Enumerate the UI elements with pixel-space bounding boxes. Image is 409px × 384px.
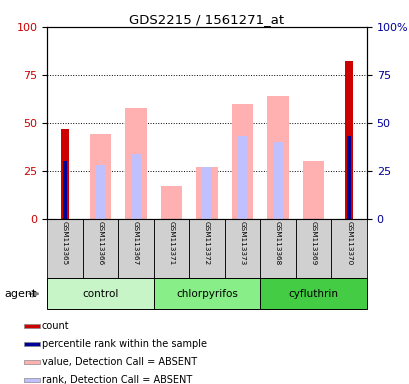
Bar — [231, 104, 253, 219]
Bar — [202, 167, 211, 219]
Text: GSM113373: GSM113373 — [239, 221, 245, 265]
Bar — [83, 219, 118, 278]
Text: GSM113368: GSM113368 — [274, 221, 281, 265]
Bar — [47, 219, 83, 278]
Bar — [125, 108, 146, 219]
Text: percentile rank within the sample: percentile rank within the sample — [42, 339, 206, 349]
Bar — [95, 165, 105, 219]
Bar — [237, 136, 247, 219]
Text: GSM113367: GSM113367 — [133, 221, 139, 265]
Bar — [118, 219, 153, 278]
Bar — [24, 324, 40, 328]
Bar — [224, 219, 260, 278]
Bar — [153, 278, 260, 309]
Bar — [63, 161, 67, 219]
Bar — [295, 219, 330, 278]
Bar — [24, 342, 40, 346]
Bar — [153, 219, 189, 278]
Bar — [273, 142, 282, 219]
Text: GSM113369: GSM113369 — [310, 221, 316, 265]
Text: cyfluthrin: cyfluthrin — [288, 289, 338, 299]
Text: value, Detection Call = ABSENT: value, Detection Call = ABSENT — [42, 357, 196, 367]
Text: count: count — [42, 321, 69, 331]
Bar — [47, 278, 153, 309]
Text: GSM113370: GSM113370 — [345, 221, 351, 265]
Text: control: control — [82, 289, 118, 299]
Bar — [189, 219, 224, 278]
Bar — [344, 61, 353, 219]
Bar — [302, 161, 324, 219]
Bar — [24, 360, 40, 364]
Bar — [160, 186, 182, 219]
Text: GSM113371: GSM113371 — [168, 221, 174, 265]
Bar — [90, 134, 111, 219]
Bar — [131, 154, 140, 219]
Text: rank, Detection Call = ABSENT: rank, Detection Call = ABSENT — [42, 375, 191, 384]
Bar — [346, 136, 350, 219]
Text: chlorpyrifos: chlorpyrifos — [176, 289, 237, 299]
Bar — [61, 129, 69, 219]
Text: GSM113365: GSM113365 — [62, 221, 68, 265]
Bar — [24, 378, 40, 382]
Text: agent: agent — [4, 289, 36, 299]
Bar — [267, 96, 288, 219]
Bar — [330, 219, 366, 278]
Text: GSM113366: GSM113366 — [97, 221, 103, 265]
Bar — [196, 167, 217, 219]
Bar — [260, 219, 295, 278]
Text: GSM113372: GSM113372 — [204, 221, 209, 265]
Title: GDS2215 / 1561271_at: GDS2215 / 1561271_at — [129, 13, 284, 26]
Bar — [260, 278, 366, 309]
